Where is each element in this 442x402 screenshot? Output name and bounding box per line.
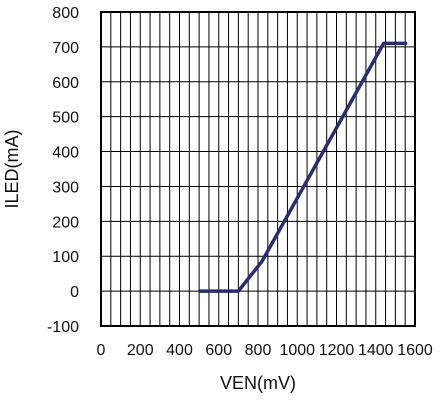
y-tick-label: 100 [52,249,79,266]
x-tick-label: 400 [166,342,193,359]
x-tick-label: 200 [127,342,154,359]
series-group [199,41,408,293]
y-tick-label: 500 [52,110,79,127]
x-tick-label: 1200 [319,342,355,359]
grid [101,12,415,326]
y-tick-label: -100 [47,319,79,336]
plot-area [100,11,416,327]
y-tick-label: 800 [52,5,79,22]
x-tick-label: 0 [97,342,106,359]
y-tick-label: 200 [52,214,79,231]
x-tick-label: 1600 [397,342,433,359]
series-line [199,41,408,293]
x-axis-label: VEN(mV) [220,373,296,393]
y-tick-label: 400 [52,145,79,162]
y-tick-label: 300 [52,179,79,196]
y-tick-label: 700 [52,40,79,57]
y-tick-label: 600 [52,75,79,92]
x-tick-label: 1000 [279,342,315,359]
x-tick-label: 600 [205,342,232,359]
y-tick-label: 0 [70,284,79,301]
x-tick-label: 1400 [358,342,394,359]
x-tick-label: 800 [245,342,272,359]
y-axis-label: ILED(mA) [2,129,22,208]
y-axis-ticks: -100 0 100 200 300 400 500 600 700 800 [47,5,79,336]
x-axis-ticks: 0 200 400 600 800 1000 1200 1400 1600 [97,342,433,359]
